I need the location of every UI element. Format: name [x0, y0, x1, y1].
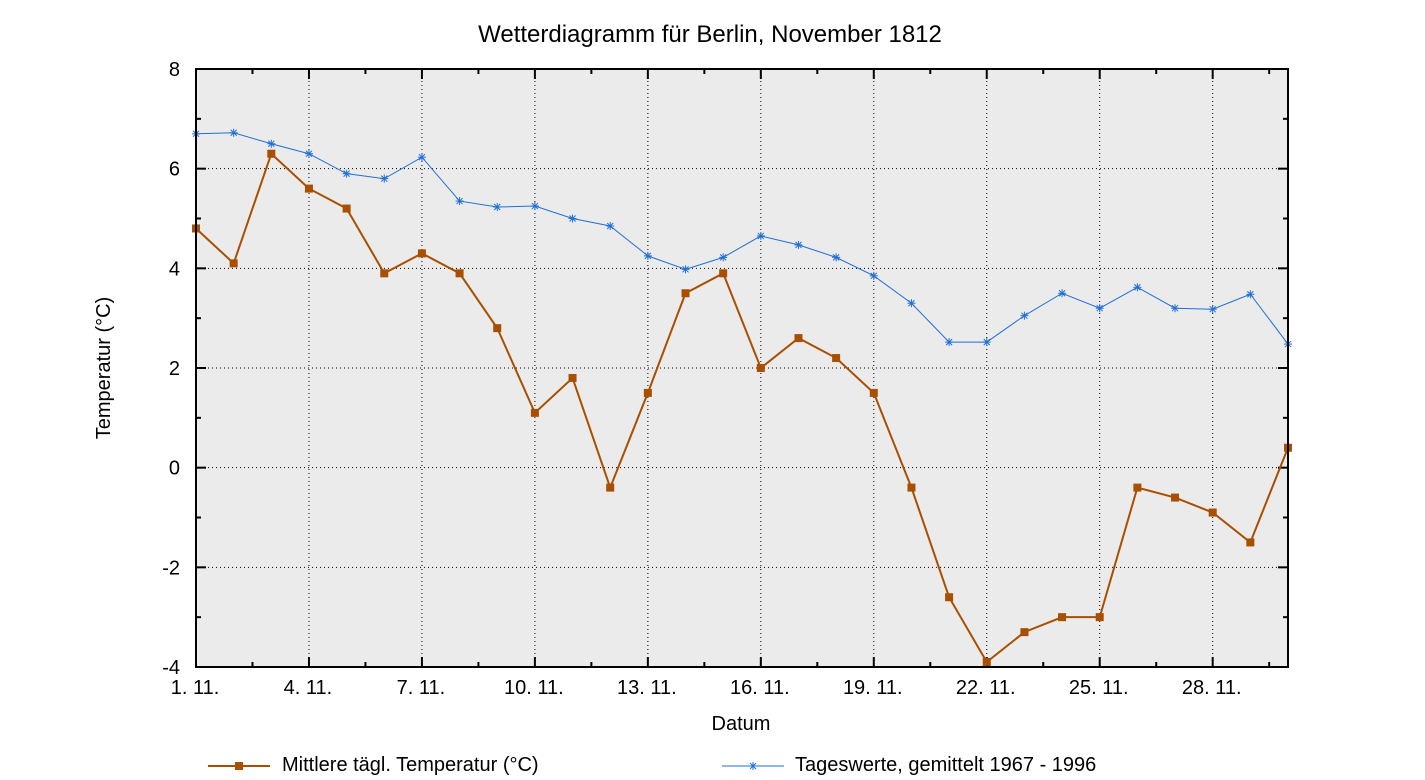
- data-point-series-2: [568, 214, 577, 223]
- data-point-series-1: [267, 149, 276, 158]
- data-point-series-1: [1208, 508, 1217, 517]
- data-point-series-1: [380, 269, 389, 278]
- data-point-series-2: [907, 299, 916, 308]
- y-tick-label: 0: [169, 458, 180, 480]
- data-point-series-1: [1020, 628, 1029, 637]
- y-tick-label: 2: [169, 358, 180, 380]
- data-point-series-1: [681, 289, 690, 298]
- legend-label-series-1: Mittlere tägl. Temperatur (°C): [282, 754, 539, 776]
- x-tick-label: 4. 11.: [284, 677, 333, 699]
- data-point-series-2: [530, 202, 539, 211]
- data-point-series-2: [380, 174, 389, 183]
- data-point-series-2: [342, 169, 351, 178]
- data-point-series-1: [342, 204, 351, 213]
- data-point-series-1: [832, 354, 841, 363]
- tick-labels: -4 -2 0 2 4 6 8 1. 11. 4. 11. 7. 11. 10. 11. 13. 11…: [162, 59, 1241, 699]
- chart-title: Wetterdiagramm für Berlin, November 1812: [478, 21, 942, 48]
- data-point-series-1: [417, 249, 426, 258]
- y-tick-label: 6: [169, 159, 180, 181]
- data-point-series-2: [1208, 305, 1217, 314]
- data-point-series-2: [643, 251, 652, 260]
- legend-marker-series-2: [749, 762, 757, 770]
- data-point-series-1: [455, 269, 464, 278]
- x-tick-label: 7. 11.: [397, 677, 446, 699]
- series-line-2: [195, 132, 1289, 345]
- data-point-series-2: [869, 271, 878, 280]
- data-point-series-2: [229, 128, 238, 137]
- data-point-series-1: [1171, 493, 1180, 502]
- legend: Mittlere tägl. Temperatur (°C) Tageswert…: [208, 754, 1096, 776]
- data-point-series-2: [455, 197, 464, 206]
- data-point-series-1: [907, 483, 916, 492]
- data-point-series-2: [945, 338, 954, 347]
- data-point-series-1: [869, 388, 878, 397]
- x-tick-label: 19. 11.: [843, 677, 903, 699]
- data-point-series-2: [982, 338, 991, 347]
- data-point-series-1: [1058, 613, 1067, 622]
- data-point-series-2: [267, 139, 276, 148]
- data-point-series-1: [530, 408, 539, 417]
- data-point-series-1: [1095, 613, 1104, 622]
- legend-item-series-1: [208, 762, 270, 770]
- y-axis-label: Temperatur (°C): [93, 297, 115, 439]
- data-point-series-1: [982, 658, 991, 667]
- x-axis-label: Datum: [712, 713, 771, 735]
- y-tick-label: -2: [162, 557, 180, 579]
- plot-frame: [195, 68, 1289, 668]
- data-point-series-1: [945, 593, 954, 602]
- data-point-series-2: [719, 253, 728, 262]
- data-point-series-1: [606, 483, 615, 492]
- data-point-series-2: [1058, 289, 1067, 298]
- data-point-series-1: [756, 364, 765, 372]
- data-point-series-2: [304, 149, 313, 158]
- data-point-series-1: [493, 324, 502, 333]
- y-tick-label: -4: [162, 657, 180, 679]
- data-point-series-1: [719, 269, 728, 278]
- legend-marker-series-1: [235, 762, 243, 770]
- legend-label-series-2: Tageswerte, gemittelt 1967 - 1996: [795, 754, 1096, 776]
- x-tick-label: 13. 11.: [617, 677, 677, 699]
- x-tick-label: 22. 11.: [956, 677, 1016, 699]
- data-point-series-2: [832, 253, 841, 262]
- series-line-1: [195, 151, 1289, 664]
- data-point-series-2: [493, 203, 502, 212]
- data-point-series-2: [681, 265, 690, 274]
- data-point-series-2: [1020, 311, 1029, 320]
- y-tick-label: 4: [169, 258, 180, 280]
- x-tick-label: 10. 11.: [504, 677, 564, 699]
- x-tick-label: 16. 11.: [730, 677, 790, 699]
- y-tick-label: 8: [169, 59, 180, 81]
- data-point-series-1: [1246, 538, 1255, 547]
- x-tick-label: 28. 11.: [1182, 677, 1242, 699]
- data-point-series-1: [568, 373, 577, 382]
- data-point-series-1: [1133, 483, 1142, 492]
- x-tick-label: 1. 11.: [171, 677, 220, 699]
- data-point-series-2: [606, 221, 615, 230]
- data-point-series-2: [1095, 304, 1104, 313]
- data-point-series-2: [1246, 290, 1255, 299]
- data-point-series-1: [304, 184, 313, 193]
- data-point-series-1: [229, 259, 238, 268]
- series-layer: [192, 128, 1292, 667]
- x-tick-label: 25. 11.: [1069, 677, 1129, 699]
- plot-area: [196, 69, 1288, 667]
- data-point-series-2: [1171, 304, 1180, 313]
- data-point-series-2: [756, 231, 765, 240]
- data-point-series-2: [1133, 283, 1142, 292]
- data-point-series-1: [794, 334, 803, 343]
- data-point-series-1: [643, 388, 652, 397]
- data-point-series-2: [417, 153, 426, 162]
- legend-item-series-2: [722, 762, 784, 770]
- data-point-series-2: [794, 240, 803, 249]
